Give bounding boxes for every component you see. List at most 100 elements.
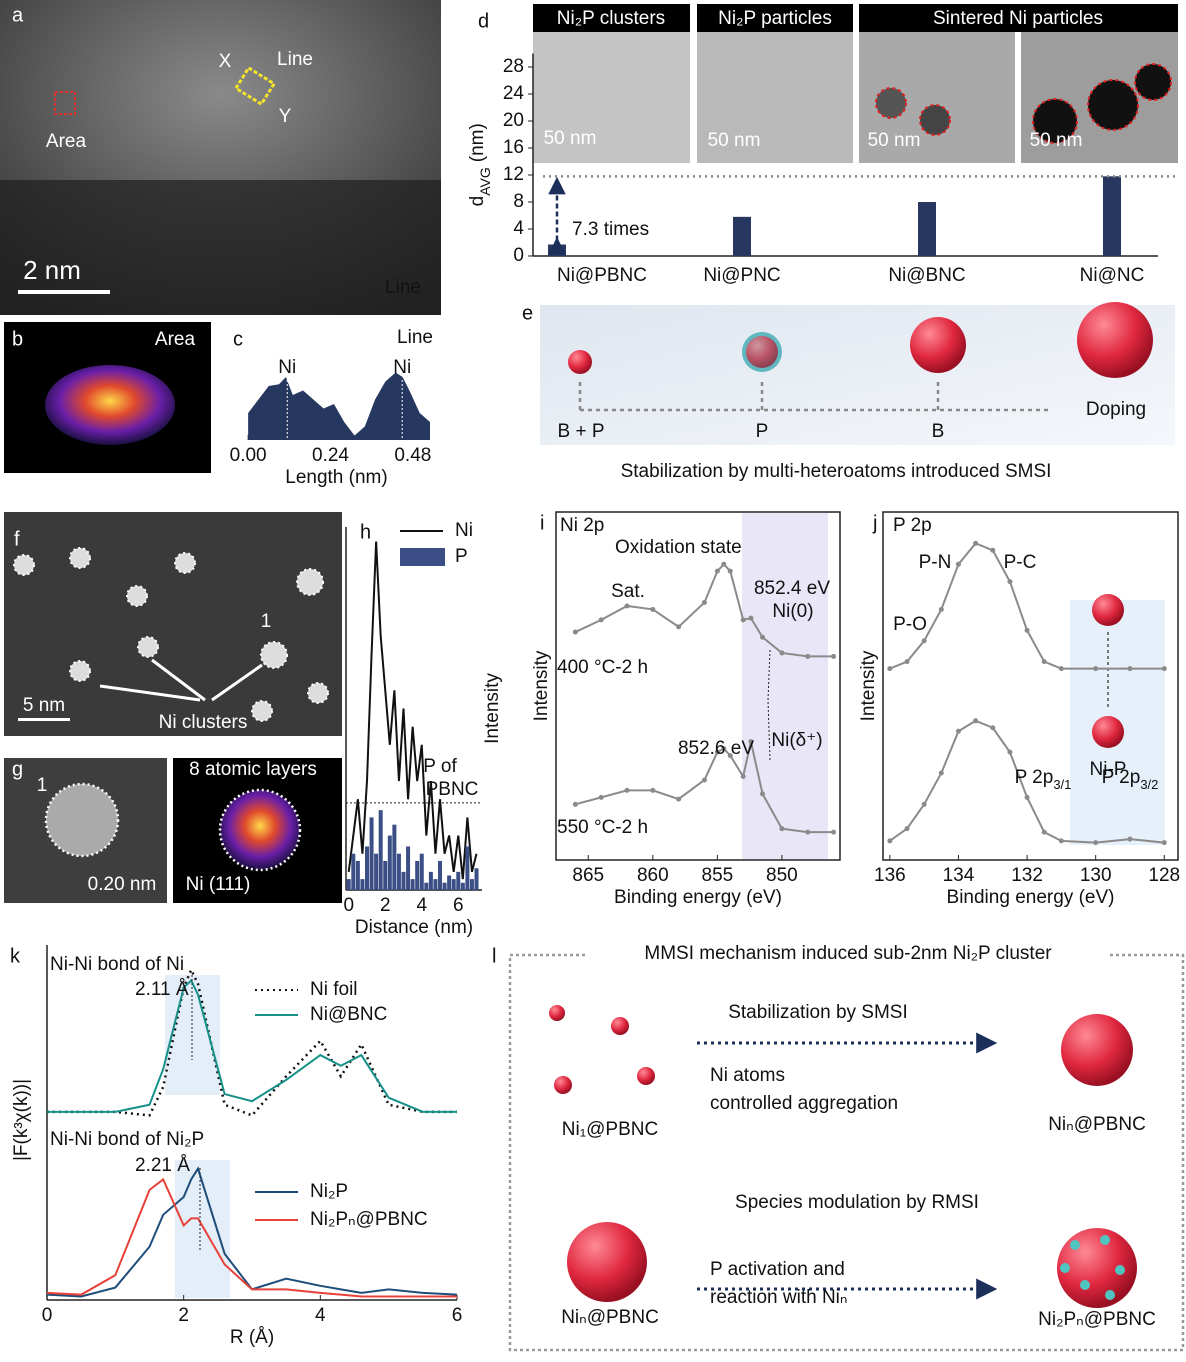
data-point (598, 794, 604, 800)
data-point (1058, 666, 1064, 672)
data-point (650, 606, 656, 612)
data-point (676, 624, 682, 630)
data-point (1007, 749, 1013, 755)
annotation-main: P 2p (1102, 767, 1141, 788)
bar (419, 853, 424, 890)
annotation-sub: 3/2 (1140, 777, 1158, 792)
annotation: 7.3 times (572, 219, 649, 240)
detail: P activation and (710, 1259, 845, 1280)
y-axis-label: |F(k³χ(k))| (11, 1079, 32, 1161)
data-point (887, 666, 893, 672)
scale-bar-label: 50 nm (544, 128, 597, 149)
cluster (13, 554, 35, 576)
particle (1087, 79, 1139, 131)
title-bg (588, 940, 1108, 968)
data-point (904, 826, 910, 832)
data-point (760, 634, 766, 640)
annotation: P-C (1004, 552, 1037, 573)
series-line (47, 978, 457, 1113)
x-axis-label: R (Å) (230, 1327, 274, 1348)
species: Niₙ@PBNC (561, 1307, 659, 1328)
legend-label: P (455, 546, 468, 567)
chart-k: k 0 2 4 6 R (Å) |F(k³χ(k))| Ni foil Ni@BNC Ni₂P Ni… (10, 945, 462, 1348)
bar (424, 882, 429, 890)
bar (383, 860, 388, 890)
label: Line (385, 277, 421, 298)
species: Ni₁@PBNC (562, 1119, 658, 1140)
x-tick-label: 2 (178, 1305, 189, 1326)
data-point (887, 838, 893, 844)
y-axis-label: dAVG (nm) (467, 123, 493, 206)
data-point (748, 739, 754, 745)
data-point (1024, 794, 1030, 800)
data-point (740, 773, 746, 779)
intensity-map (218, 788, 302, 872)
x-tick-label: 850 (766, 865, 798, 886)
detail: reaction with Niₙ (710, 1287, 847, 1308)
cluster (69, 660, 91, 682)
peak-label: Ni (393, 357, 411, 378)
x-tick-label: 855 (702, 865, 734, 886)
panel-l: l MMSI mechanism induced sub-2nm Ni₂P cl… (492, 940, 1185, 1352)
data-point (701, 599, 707, 605)
atom (637, 1067, 655, 1085)
data-point (1007, 579, 1013, 585)
panel-b: b Area (4, 322, 211, 473)
bar (451, 879, 456, 890)
chart-c: c 0.00 0.24 0.48 Length (nm) Line Ni Ni (230, 327, 433, 488)
series-label: 550 °C-2 h (557, 817, 648, 838)
data-point (990, 725, 996, 731)
atom (611, 1017, 629, 1035)
data-point (1161, 840, 1167, 846)
y-tick-label: 8 (513, 191, 524, 212)
area (248, 372, 430, 440)
data-point (938, 770, 944, 776)
annotation: P 2p3/2 (1102, 767, 1159, 792)
area-box (54, 91, 76, 115)
annotation: Oxidation state (615, 537, 742, 558)
bar (364, 846, 369, 890)
panel-letter: g (12, 758, 23, 780)
y-axis-label: Intensity (531, 650, 552, 721)
panel-letter: k (10, 945, 21, 967)
annotation: Ni 2p (560, 515, 604, 536)
scale-bar (18, 718, 70, 721)
header-bar (697, 4, 853, 32)
data-point (805, 829, 811, 835)
y-label-sub: AVG (477, 167, 493, 196)
header-bar (533, 4, 690, 32)
annotation: P-N (919, 552, 952, 573)
data-point (721, 746, 727, 752)
cluster (251, 700, 273, 722)
cluster (307, 682, 329, 704)
bar (346, 879, 351, 890)
series-line (347, 541, 478, 880)
x-tick-label: 4 (416, 895, 427, 916)
annotation: 2.21 Å (135, 1155, 190, 1176)
panel-letter: j (872, 512, 877, 534)
y-tick-label: 4 (513, 218, 524, 239)
cluster (1092, 716, 1124, 748)
particle (875, 87, 907, 119)
x-axis-label: Binding energy (eV) (947, 887, 1115, 908)
x-tick-label: 132 (1011, 865, 1043, 886)
cluster (44, 782, 120, 858)
detail: Ni atoms (710, 1065, 785, 1086)
y-tick-label: 12 (503, 164, 524, 185)
legend-label: Ni₂P (310, 1181, 348, 1202)
bar (415, 860, 420, 890)
image-shadow (0, 180, 441, 315)
annotation: Ni-Ni bond of Ni₂P (50, 1129, 204, 1150)
pointer (99, 658, 263, 702)
label: Ni clusters (159, 712, 248, 733)
y-axis-label: Intensity (482, 673, 503, 744)
data-point (904, 659, 910, 665)
data-point (572, 629, 578, 635)
x-tick-label: Ni@BNC (888, 265, 965, 286)
bar (469, 879, 474, 890)
y-label-main: d (467, 196, 488, 207)
peak-label: Ni (278, 357, 296, 378)
bar (442, 882, 447, 890)
annotation: Ni(0) (772, 601, 813, 622)
data-point (1041, 829, 1047, 835)
